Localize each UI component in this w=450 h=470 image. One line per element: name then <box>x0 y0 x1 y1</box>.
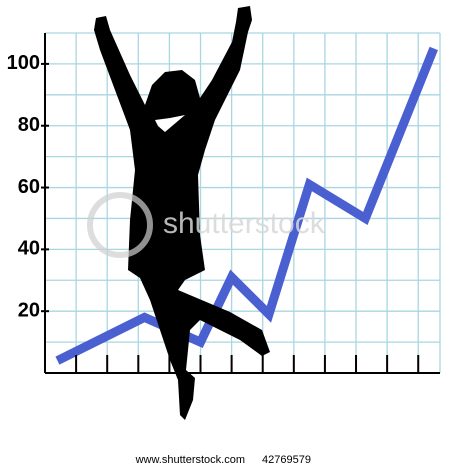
footer-site: www.shutterstock.com <box>135 454 245 466</box>
collar <box>155 115 185 132</box>
lines <box>55 46 438 365</box>
y-tick-label: 80 <box>18 114 40 136</box>
watermark: shutterstock <box>163 207 326 240</box>
footer-id: 42769579 <box>262 454 311 466</box>
y-tick-label: 60 <box>18 176 40 198</box>
series-line <box>55 46 438 365</box>
silhouette <box>94 6 270 420</box>
y-tick-label: 40 <box>18 238 40 260</box>
y-tick-label: 100 <box>7 52 40 74</box>
watermark-logo <box>87 192 153 258</box>
y-tick-label: 20 <box>18 299 40 321</box>
